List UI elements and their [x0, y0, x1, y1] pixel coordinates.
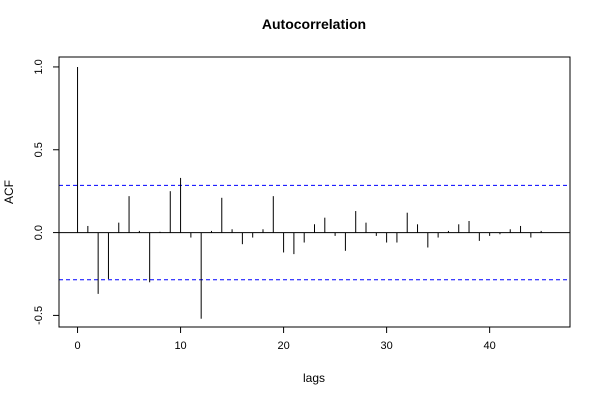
y-tick-label: 0.5 [33, 142, 45, 157]
x-tick-label: 10 [174, 340, 186, 352]
confidence-bounds [59, 184, 570, 281]
x-tick-label: 20 [277, 340, 289, 352]
y-axis-label: ACF [2, 180, 16, 204]
y-axis: -0.5 0.0 0.5 1.0 [33, 59, 60, 325]
acf-bars [77, 66, 542, 319]
y-tick-label: 1.0 [33, 59, 45, 74]
y-tick-label: -0.5 [33, 306, 45, 325]
x-axis-label: lags [303, 371, 325, 385]
chart-title: Autocorrelation [262, 16, 366, 32]
x-tick-label: 0 [74, 340, 80, 352]
plot-area-border [58, 56, 571, 328]
x-tick-label: 40 [484, 340, 496, 352]
x-tick-label: 30 [380, 340, 392, 352]
y-tick-label: 0.0 [33, 225, 45, 240]
x-axis: 0 10 20 30 40 [74, 326, 496, 352]
